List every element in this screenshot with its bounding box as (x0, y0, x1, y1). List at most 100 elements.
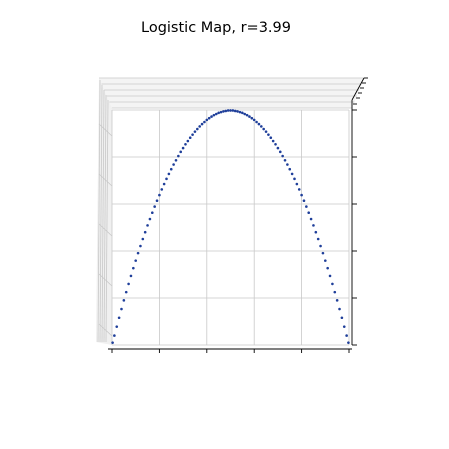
data-point-0-6 (124, 290, 128, 294)
data-point-0-17 (150, 211, 154, 214)
data-point-0-88 (319, 244, 322, 248)
data-point-0-80 (300, 193, 303, 197)
data-point-0-93 (331, 282, 334, 286)
data-point-0-33 (188, 136, 192, 140)
data-point-0-66 (267, 133, 270, 136)
data-point-0-30 (181, 146, 185, 150)
data-points (111, 109, 350, 344)
data-point-0-73 (283, 158, 287, 162)
data-point-0-35 (193, 130, 197, 133)
data-point-0-85 (312, 224, 315, 227)
data-point-0-100 (347, 341, 350, 344)
data-point-0-3 (117, 316, 121, 320)
data-point-0-87 (316, 237, 320, 241)
data-point-0-77 (293, 177, 296, 181)
data-point-0-43 (212, 113, 216, 117)
data-point-0-12 (139, 244, 142, 248)
data-point-0-41 (207, 116, 211, 120)
gridline-side-diag-4 (98, 323, 113, 337)
data-point-0-97 (340, 316, 344, 320)
gridline-side-diag-2 (98, 223, 113, 237)
data-point-0-44 (214, 112, 218, 116)
data-point-0-90 (324, 259, 327, 262)
data-point-0-31 (184, 143, 187, 146)
data-point-0-22 (162, 182, 166, 186)
data-point-0-56 (243, 112, 247, 116)
data-point-0-82 (305, 205, 308, 208)
data-point-0-36 (196, 127, 199, 131)
data-point-0-68 (271, 139, 275, 143)
data-point-0-47 (222, 110, 225, 113)
data-point-0-10 (134, 259, 137, 262)
data-point-0-81 (302, 199, 306, 203)
data-point-0-27 (174, 158, 178, 162)
data-point-0-55 (241, 111, 244, 115)
data-point-0-16 (148, 217, 152, 221)
data-point-0-2 (115, 325, 119, 328)
gridline-side-diag-3 (98, 273, 113, 287)
data-point-0-63 (260, 125, 263, 128)
data-point-0-78 (295, 182, 299, 186)
data-point-0-42 (210, 115, 213, 118)
data-point-0-54 (238, 110, 242, 114)
data-point-0-15 (146, 224, 149, 227)
axis-ticks (111, 77, 368, 353)
data-point-0-70 (276, 146, 280, 150)
data-point-0-39 (203, 120, 206, 124)
gridline-side-1 (99, 84, 103, 343)
data-point-0-32 (186, 139, 190, 143)
data-point-0-21 (160, 188, 164, 191)
data-point-0-14 (143, 230, 147, 234)
data-point-0-72 (281, 154, 284, 158)
data-point-0-9 (132, 266, 135, 270)
data-point-0-50 (229, 109, 232, 112)
data-point-0-64 (262, 127, 265, 131)
data-point-0-28 (177, 154, 180, 158)
data-point-0-13 (141, 237, 145, 241)
data-point-0-84 (309, 217, 313, 221)
data-point-0-49 (226, 109, 230, 112)
data-point-0-29 (179, 150, 183, 154)
data-point-0-83 (307, 211, 311, 214)
gridline-side-4 (105, 99, 109, 343)
gridlines (97, 77, 364, 346)
data-point-0-91 (326, 266, 329, 270)
data-point-0-23 (165, 177, 168, 181)
data-point-0-1 (113, 334, 116, 337)
data-point-0-38 (200, 122, 204, 126)
data-point-0-98 (342, 325, 346, 328)
data-point-0-26 (172, 163, 175, 166)
data-point-0-94 (333, 290, 337, 294)
gridline-side-3 (103, 94, 107, 343)
data-point-0-79 (297, 188, 301, 191)
data-point-0-51 (231, 109, 235, 112)
data-point-0-95 (335, 299, 339, 302)
data-point-0-69 (274, 143, 277, 146)
data-point-0-4 (120, 307, 123, 311)
data-point-0-65 (264, 130, 268, 133)
data-point-0-59 (250, 116, 254, 120)
data-point-0-57 (245, 113, 249, 117)
data-point-0-60 (252, 118, 256, 122)
data-point-0-61 (255, 120, 258, 124)
data-point-0-62 (257, 122, 261, 126)
gridline-side-diag-0 (98, 123, 113, 137)
data-point-0-89 (321, 251, 325, 255)
data-point-0-7 (127, 282, 130, 286)
gridline-side-2 (101, 89, 105, 343)
data-point-0-96 (338, 307, 341, 311)
data-point-0-53 (236, 110, 239, 113)
data-point-0-74 (286, 163, 289, 166)
data-point-0-25 (169, 167, 173, 171)
back-pane (99, 78, 364, 108)
data-point-0-18 (153, 205, 156, 208)
data-point-0-76 (290, 172, 294, 176)
data-point-0-0 (111, 341, 114, 344)
data-point-0-40 (205, 118, 209, 122)
data-point-0-86 (314, 230, 318, 234)
data-point-0-24 (167, 172, 171, 176)
gridline-side-0 (97, 79, 101, 343)
gridline-side-diag-1 (98, 173, 113, 187)
